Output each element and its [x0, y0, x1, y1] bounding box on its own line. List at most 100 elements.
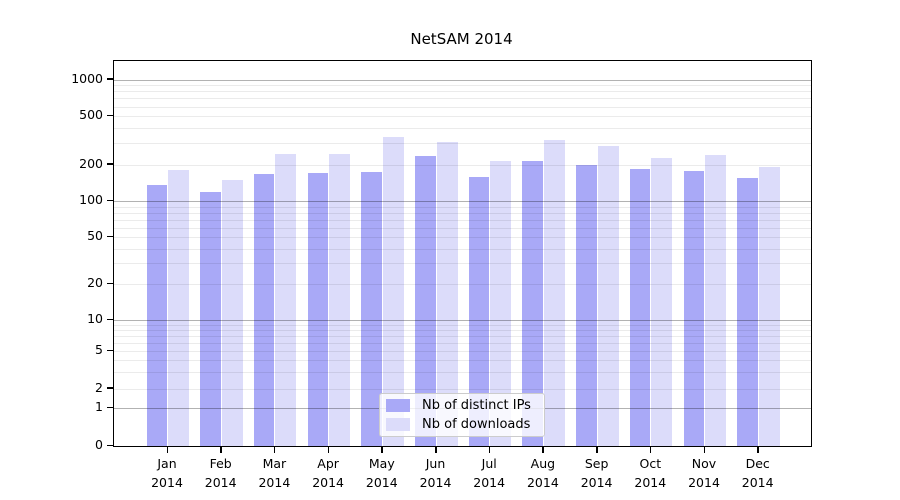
bar-distinct-ips-aug — [522, 160, 543, 446]
gridline-minor-9 — [114, 324, 811, 326]
bar-downloads-apr — [329, 154, 351, 446]
y-tick-label-500: 500 — [79, 107, 103, 123]
x-tick-label-dec: Dec 2014 — [741, 456, 774, 490]
x-tick-may — [381, 446, 383, 453]
bar-downloads-jun — [436, 142, 458, 446]
gridline-minor-200 — [114, 164, 811, 166]
legend-item-downloads: Nb of downloads — [380, 417, 544, 432]
y-tick-label-10: 10 — [87, 311, 103, 326]
gridline-minor-400 — [114, 128, 811, 130]
gridline-minor-80 — [114, 212, 811, 214]
y-tick-label-5: 5 — [95, 342, 103, 357]
x-tick-label-jan: Jan 2014 — [151, 456, 183, 490]
x-tick-apr — [327, 446, 330, 453]
gridline-minor-6 — [114, 342, 811, 344]
gridline-minor-30 — [114, 263, 811, 265]
gridline-minor-20 — [114, 284, 811, 286]
bar-downloads-may — [382, 137, 404, 446]
x-tick-oct — [649, 446, 652, 453]
bar-downloads-mar — [275, 153, 297, 446]
x-tick-label-aug: Aug 2014 — [526, 456, 559, 490]
gridline-major-1000 — [114, 79, 811, 81]
plot-area — [113, 60, 812, 447]
y-tick-label-0: 0 — [95, 437, 103, 452]
x-tick-jan — [166, 446, 168, 453]
bar-distinct-ips-dec — [737, 178, 758, 446]
gridline-major-100 — [114, 201, 811, 203]
bar-distinct-ips-feb — [200, 191, 221, 446]
y-tick-label-50: 50 — [87, 228, 103, 244]
gridline-minor-60 — [114, 227, 811, 229]
legend-swatch-downloads — [386, 418, 410, 431]
gridline-minor-40 — [114, 248, 811, 250]
gridline-minor-300 — [114, 143, 811, 145]
bar-downloads-aug — [543, 140, 565, 446]
y-tick-20 — [107, 282, 113, 285]
gridline-minor-4 — [114, 360, 811, 362]
y-tick-label-20: 20 — [87, 275, 103, 291]
gridline-minor-3 — [114, 372, 811, 374]
bar-distinct-ips-apr — [307, 172, 329, 446]
x-tick-jun — [435, 446, 437, 453]
y-tick-label-1000: 1000 — [71, 70, 103, 86]
bar-downloads-oct — [651, 158, 673, 446]
x-tick-mar — [273, 446, 276, 453]
x-tick-dec — [757, 446, 759, 453]
gridline-minor-2 — [114, 388, 811, 390]
legend-label-distinct-ips: Nb of distinct IPs — [422, 398, 531, 413]
bar-downloads-dec — [758, 167, 780, 446]
gridline-minor-5 — [114, 351, 811, 352]
gridline-major-10 — [114, 320, 811, 321]
x-tick-label-oct: Oct 2014 — [634, 456, 667, 490]
bar-downloads-jul — [490, 161, 512, 446]
y-tick-1000 — [107, 78, 113, 80]
y-tick-5 — [107, 349, 113, 351]
gridline-minor-500 — [114, 116, 811, 118]
y-tick-500 — [107, 114, 113, 117]
gridline-minor-8 — [114, 329, 811, 331]
y-tick-label-2: 2 — [95, 379, 103, 395]
x-tick-label-feb: Feb 2014 — [204, 456, 237, 490]
x-tick-label-jun: Jun 2014 — [419, 456, 452, 490]
gridline-minor-700 — [114, 98, 811, 100]
x-tick-nov — [703, 446, 705, 453]
bar-distinct-ips-oct — [629, 169, 651, 446]
legend-item-distinct-ips: Nb of distinct IPs — [380, 398, 544, 413]
bar-downloads-feb — [221, 179, 243, 446]
gridline-minor-90 — [114, 206, 811, 208]
x-tick-label-may: May 2014 — [365, 456, 398, 490]
y-tick-10 — [107, 318, 113, 320]
bar-distinct-ips-mar — [253, 173, 275, 446]
bar-distinct-ips-nov — [683, 171, 704, 446]
bar-downloads-nov — [705, 155, 726, 446]
bar-downloads-jan — [168, 170, 189, 446]
y-tick-label-200: 200 — [79, 155, 103, 171]
gridline-minor-800 — [114, 91, 811, 93]
y-tick-label-100: 100 — [79, 192, 103, 208]
bar-distinct-ips-jan — [146, 185, 167, 446]
legend-swatch-distinct-ips — [386, 399, 410, 412]
x-tick-jul — [488, 446, 491, 453]
y-tick-label-1: 1 — [95, 399, 103, 415]
y-tick-200 — [107, 163, 113, 165]
x-tick-feb — [220, 446, 222, 453]
x-tick-label-jul: Jul 2014 — [473, 456, 506, 490]
y-tick-0 — [107, 444, 113, 446]
gridline-minor-7 — [114, 335, 811, 337]
y-tick-100 — [107, 199, 113, 202]
x-tick-label-apr: Apr 2014 — [312, 456, 344, 490]
gridline-minor-70 — [114, 219, 811, 221]
bar-downloads-sep — [597, 146, 619, 446]
y-tick-50 — [107, 235, 113, 238]
chart-title: NetSAM 2014 — [410, 30, 513, 48]
y-tick-1 — [107, 406, 113, 409]
bar-distinct-ips-may — [361, 172, 382, 446]
bar-distinct-ips-jun — [415, 155, 436, 446]
legend: Nb of distinct IPs Nb of downloads — [379, 393, 545, 437]
gridline-minor-50 — [114, 237, 811, 239]
bar-distinct-ips-jul — [468, 177, 490, 446]
legend-label-downloads: Nb of downloads — [422, 417, 531, 432]
x-tick-label-nov: Nov 2014 — [688, 456, 720, 490]
bar-distinct-ips-sep — [576, 164, 597, 446]
